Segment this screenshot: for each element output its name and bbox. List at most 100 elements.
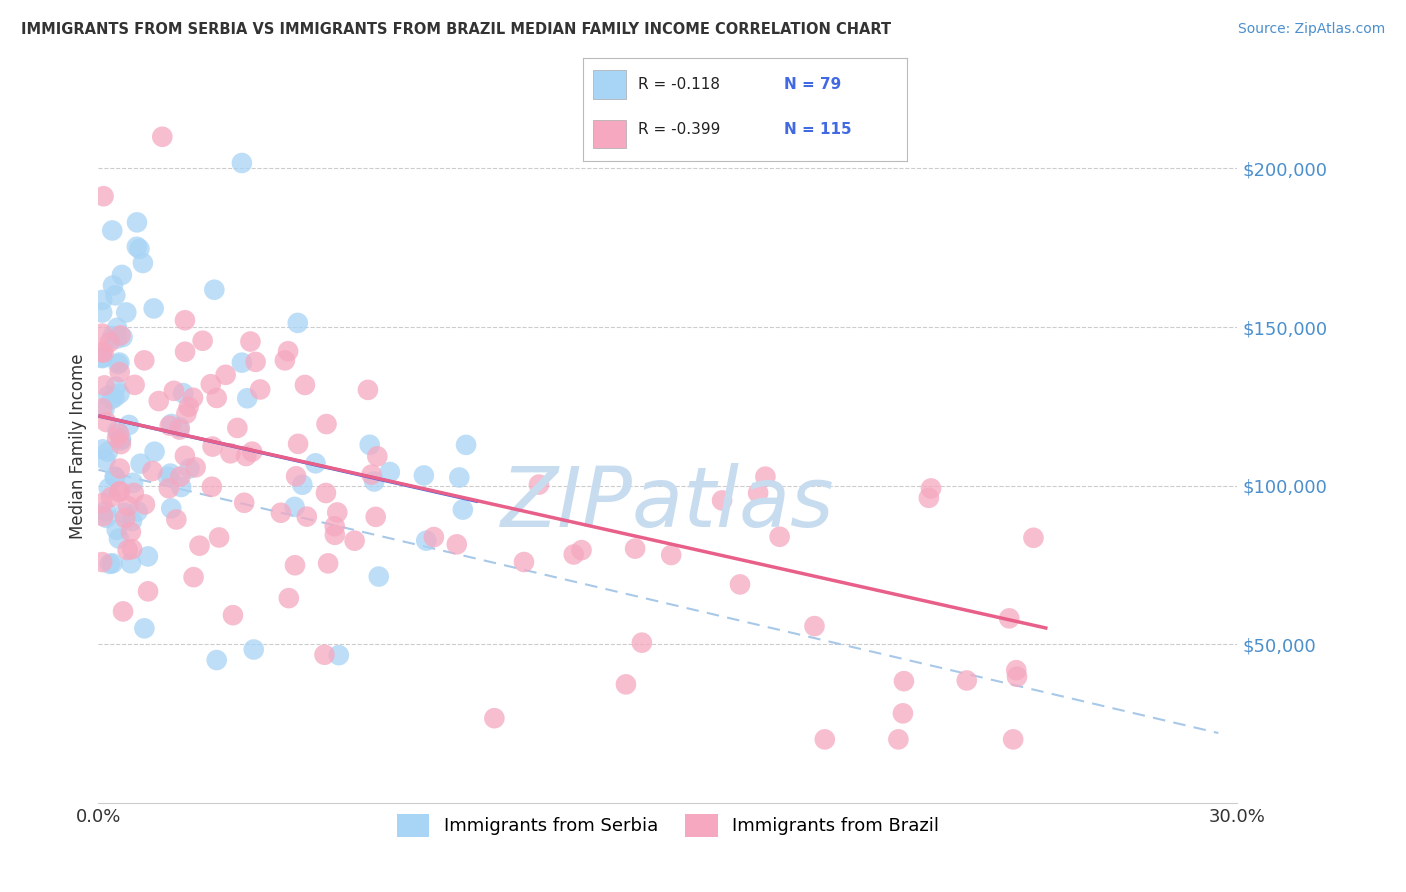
Point	[219, 446, 242, 460]
Point	[571, 543, 593, 558]
Point	[100, 490, 122, 504]
Point	[118, 417, 141, 432]
Point	[91, 305, 114, 319]
Point	[364, 509, 387, 524]
Point	[104, 470, 127, 484]
Point	[287, 437, 309, 451]
Point	[415, 533, 437, 548]
Point	[112, 604, 135, 618]
Point	[108, 355, 131, 369]
Point	[270, 506, 292, 520]
Point	[128, 242, 150, 256]
Point	[101, 223, 124, 237]
Point	[170, 480, 193, 494]
Point	[142, 301, 165, 316]
Point	[122, 475, 145, 490]
Point	[527, 477, 550, 491]
Point	[484, 711, 506, 725]
Point	[93, 189, 115, 203]
Point	[214, 368, 236, 382]
Point	[366, 450, 388, 464]
Point	[104, 469, 127, 483]
Point	[174, 313, 197, 327]
Point	[177, 400, 200, 414]
Point	[360, 467, 382, 482]
Point	[91, 496, 114, 510]
Point	[343, 533, 366, 548]
Point	[803, 619, 825, 633]
Point	[191, 334, 214, 348]
Point	[891, 706, 914, 721]
Point	[201, 480, 224, 494]
Point	[120, 524, 142, 539]
Point	[918, 491, 941, 505]
Point	[91, 401, 114, 416]
Point	[295, 509, 318, 524]
Point	[1005, 670, 1028, 684]
Point	[624, 541, 647, 556]
Point	[235, 449, 257, 463]
Point	[125, 215, 148, 229]
Point	[202, 283, 225, 297]
Point	[104, 288, 127, 302]
Point	[449, 470, 471, 484]
Point	[97, 389, 120, 403]
Point	[107, 357, 129, 371]
Point	[357, 383, 380, 397]
Point	[183, 570, 205, 584]
Point	[111, 330, 134, 344]
Point	[454, 438, 477, 452]
Point	[108, 485, 131, 500]
Point	[451, 502, 474, 516]
Point	[91, 351, 114, 366]
Point	[222, 608, 245, 623]
Point	[150, 129, 173, 144]
Point	[91, 351, 114, 365]
Point	[111, 268, 134, 282]
Point	[91, 442, 114, 457]
Point	[893, 674, 915, 689]
Bar	[593, 120, 626, 148]
Point	[124, 377, 146, 392]
Point	[105, 321, 128, 335]
Point	[143, 444, 166, 458]
Point	[91, 326, 114, 341]
Point	[169, 469, 191, 483]
Point	[174, 449, 197, 463]
Text: ZIPatlas: ZIPatlas	[501, 463, 835, 543]
Point	[108, 365, 131, 379]
Point	[117, 543, 139, 558]
Point	[363, 475, 385, 489]
Point	[134, 621, 156, 635]
Point	[93, 345, 115, 359]
Point	[240, 444, 263, 458]
Point	[156, 470, 179, 484]
Point	[1002, 732, 1025, 747]
Point	[304, 456, 326, 470]
Point	[201, 440, 224, 454]
Point	[1022, 531, 1045, 545]
Point	[105, 431, 128, 445]
Point	[141, 464, 163, 478]
Point	[176, 407, 198, 421]
Point	[148, 394, 170, 409]
Point	[122, 486, 145, 500]
Point	[184, 460, 207, 475]
Point	[181, 391, 204, 405]
Point	[294, 378, 316, 392]
Point	[127, 504, 149, 518]
Point	[108, 386, 131, 401]
Point	[101, 557, 124, 571]
Point	[446, 537, 468, 551]
Point	[231, 356, 253, 370]
Point	[104, 391, 127, 405]
Point	[169, 423, 191, 437]
Point	[165, 512, 187, 526]
Point	[208, 531, 231, 545]
Point	[659, 548, 682, 562]
Point	[284, 558, 307, 573]
Point	[101, 278, 124, 293]
Point	[105, 332, 128, 346]
Point	[91, 293, 114, 307]
Point	[316, 557, 339, 571]
